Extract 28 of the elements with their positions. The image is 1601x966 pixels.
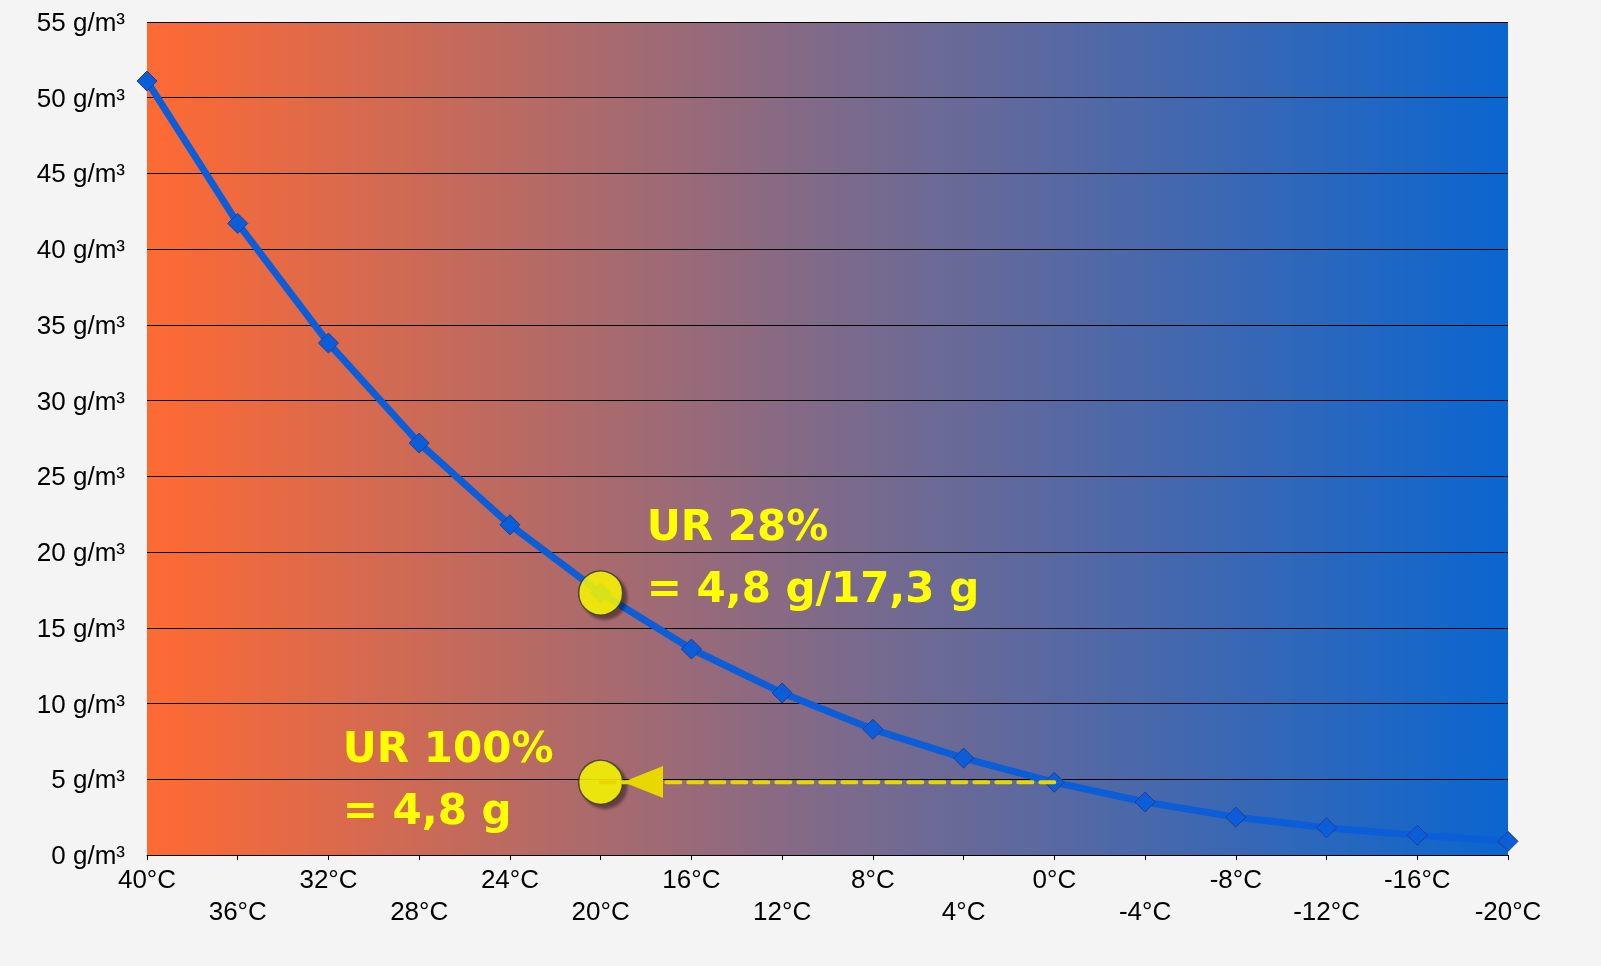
y-tick-label: 30 g/m³ [36, 385, 126, 416]
y-tick-label: 5 g/m³ [51, 764, 126, 795]
x-tick-label: 24°C [480, 864, 539, 894]
y-tick-label: 40 g/m³ [36, 234, 126, 265]
x-tick-label: 16°C [662, 864, 721, 894]
x-tick-label: -16°C [1383, 864, 1451, 894]
y-tick-label: 10 g/m³ [36, 688, 126, 719]
y-tick-label: 25 g/m³ [36, 461, 126, 492]
y-tick-label: 50 g/m³ [36, 82, 126, 113]
x-tick-label: 36°C [208, 896, 267, 926]
x-tick-label: 4°C [941, 896, 986, 926]
x-tick-label: 12°C [753, 896, 812, 926]
y-tick-label: 15 g/m³ [36, 612, 126, 643]
x-tick-label: -4°C [1118, 896, 1172, 926]
y-tick-label: 20 g/m³ [36, 537, 126, 568]
x-tick-label: 20°C [571, 896, 630, 926]
y-tick-label: 35 g/m³ [36, 309, 126, 340]
x-tick-label: 8°C [851, 864, 895, 894]
annotation: UR 28% = 4,8 g/17,3 g [646, 501, 980, 613]
x-tick-label: 32°C [299, 864, 358, 894]
x-tick-label: 0°C [1032, 864, 1077, 894]
annotation: UR 100% = 4,8 g [342, 722, 554, 834]
x-tick-label: -20°C [1474, 896, 1542, 926]
y-tick-label: 45 g/m³ [36, 158, 126, 189]
y-tick-label: 55 g/m³ [36, 7, 126, 37]
x-tick-label: -12°C [1293, 896, 1360, 926]
x-tick-label: -8°C [1209, 864, 1262, 894]
x-tick-label: 28°C [390, 896, 449, 926]
